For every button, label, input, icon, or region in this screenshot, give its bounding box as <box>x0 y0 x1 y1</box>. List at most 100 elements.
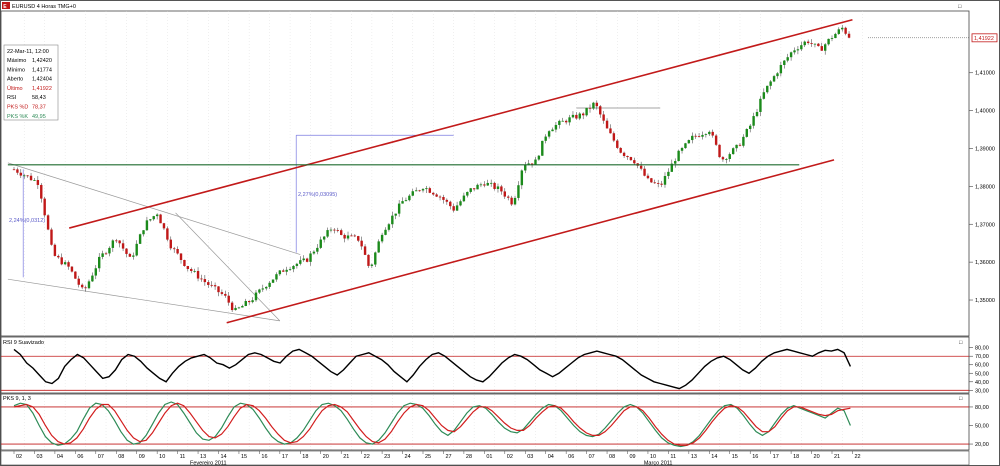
oscillator-tick-label: 60,00 <box>975 363 989 369</box>
candle-body <box>817 43 820 47</box>
wedge-trendline <box>7 278 280 322</box>
candle-body <box>513 197 517 205</box>
candle-body <box>278 270 282 275</box>
candle-body <box>142 230 145 235</box>
candle-body <box>742 136 745 146</box>
candle-body <box>200 278 203 280</box>
day-tick-label: 17 <box>282 454 288 460</box>
candle-body <box>326 230 329 237</box>
candle-body <box>230 302 234 311</box>
candle-body <box>568 117 571 123</box>
info-row-value: 49,95 <box>32 114 46 120</box>
day-tick-label: 09 <box>630 454 636 460</box>
rsi-title: RSI 9 Suavizado <box>3 340 44 346</box>
candle-body <box>592 102 595 109</box>
candle-body <box>234 307 237 311</box>
maximize-icon[interactable]: □ <box>958 4 962 10</box>
candle-body <box>813 43 817 45</box>
candle-body <box>445 199 449 202</box>
candle-body <box>585 107 588 116</box>
day-tick-label: 21 <box>343 454 349 460</box>
wedge-trendline <box>7 162 301 255</box>
candle-body <box>265 286 268 289</box>
info-date: 22-Mar-11, 12:00 <box>7 49 49 55</box>
candle-body <box>353 235 357 237</box>
candle-body <box>316 247 319 252</box>
candle-body <box>541 140 544 156</box>
candle-body <box>432 192 435 195</box>
candle-body <box>476 184 479 190</box>
last-price-label: 1,41922 <box>974 36 994 42</box>
day-tick-label: 07 <box>98 454 104 460</box>
rsi-axis: 30,00 40,00 50,00 60,00 70,00 80,00 <box>969 346 989 394</box>
price-tick-label: 1,35000 <box>975 298 995 304</box>
day-tick-label: 02 <box>507 454 513 460</box>
candle-body <box>643 168 646 176</box>
candle-body <box>810 43 813 44</box>
candle-body <box>725 159 728 160</box>
stochastic-k-line <box>13 401 851 448</box>
day-tick-label: 13 <box>691 454 697 460</box>
candle-body <box>350 235 353 237</box>
candle-body <box>271 279 275 283</box>
candle-body <box>714 135 718 145</box>
candle-body <box>128 253 132 257</box>
month-label: Fevereiro 2011 <box>190 461 227 466</box>
candle-body <box>213 285 217 287</box>
candle-body <box>374 252 377 265</box>
stochastic-maximize-icon[interactable]: □ <box>959 396 963 402</box>
candle-body <box>639 165 643 169</box>
candle-body <box>149 219 152 221</box>
day-tick-label: 01 <box>486 454 492 460</box>
candle-body <box>483 184 486 186</box>
day-tick-label: 08 <box>118 454 124 460</box>
candle-body <box>224 293 227 296</box>
candle-body <box>261 288 265 290</box>
candle-body <box>125 248 128 254</box>
candle-body <box>60 257 63 265</box>
oscillator-tick-label: 50,00 <box>975 424 989 430</box>
candle-body <box>578 113 581 119</box>
candle-body <box>837 29 841 34</box>
candle-body <box>33 180 36 181</box>
candle-body <box>469 188 472 192</box>
chart-symbol-glyph: E <box>3 4 7 10</box>
candle-body <box>329 229 333 231</box>
day-tick-label: 20 <box>323 454 329 460</box>
candle-body <box>40 184 43 199</box>
candle-body <box>520 170 524 186</box>
candle-body <box>796 49 800 51</box>
candle-body <box>830 38 834 39</box>
candle-body <box>772 76 776 82</box>
candle-body <box>455 205 459 211</box>
candle-body <box>779 64 783 74</box>
candle-body <box>663 176 667 185</box>
stochastic-pane: PKS 9, 1, 3 □ 20,00 50,00 80,00 <box>0 393 989 451</box>
candle-body <box>646 175 650 179</box>
day-tick-label: 17 <box>773 454 779 460</box>
candle-body <box>803 41 806 46</box>
price-tick-label: 1,38000 <box>975 184 995 190</box>
candle-body <box>43 198 46 216</box>
candle-body <box>697 136 701 137</box>
day-tick-label: 11 <box>670 454 676 460</box>
price-tick-label: 1,39000 <box>975 147 995 153</box>
candle-body <box>507 196 510 198</box>
info-row-value: 78,37 <box>32 105 46 111</box>
candle-body <box>115 240 118 242</box>
candle-body <box>152 216 155 220</box>
candle-body <box>285 269 288 272</box>
candle-body <box>701 134 704 137</box>
candle-body <box>786 57 789 61</box>
candle-body <box>193 270 196 272</box>
candle-body <box>462 195 466 202</box>
rsi-maximize-icon[interactable]: □ <box>959 340 963 346</box>
candle-body <box>806 41 810 44</box>
day-tick-label: 28 <box>466 454 472 460</box>
chart-symbol-icon[interactable] <box>2 2 10 9</box>
day-tick-label: 18 <box>793 454 799 460</box>
candle-body <box>459 201 462 206</box>
candle-body <box>50 229 53 245</box>
candle-body <box>544 136 547 141</box>
